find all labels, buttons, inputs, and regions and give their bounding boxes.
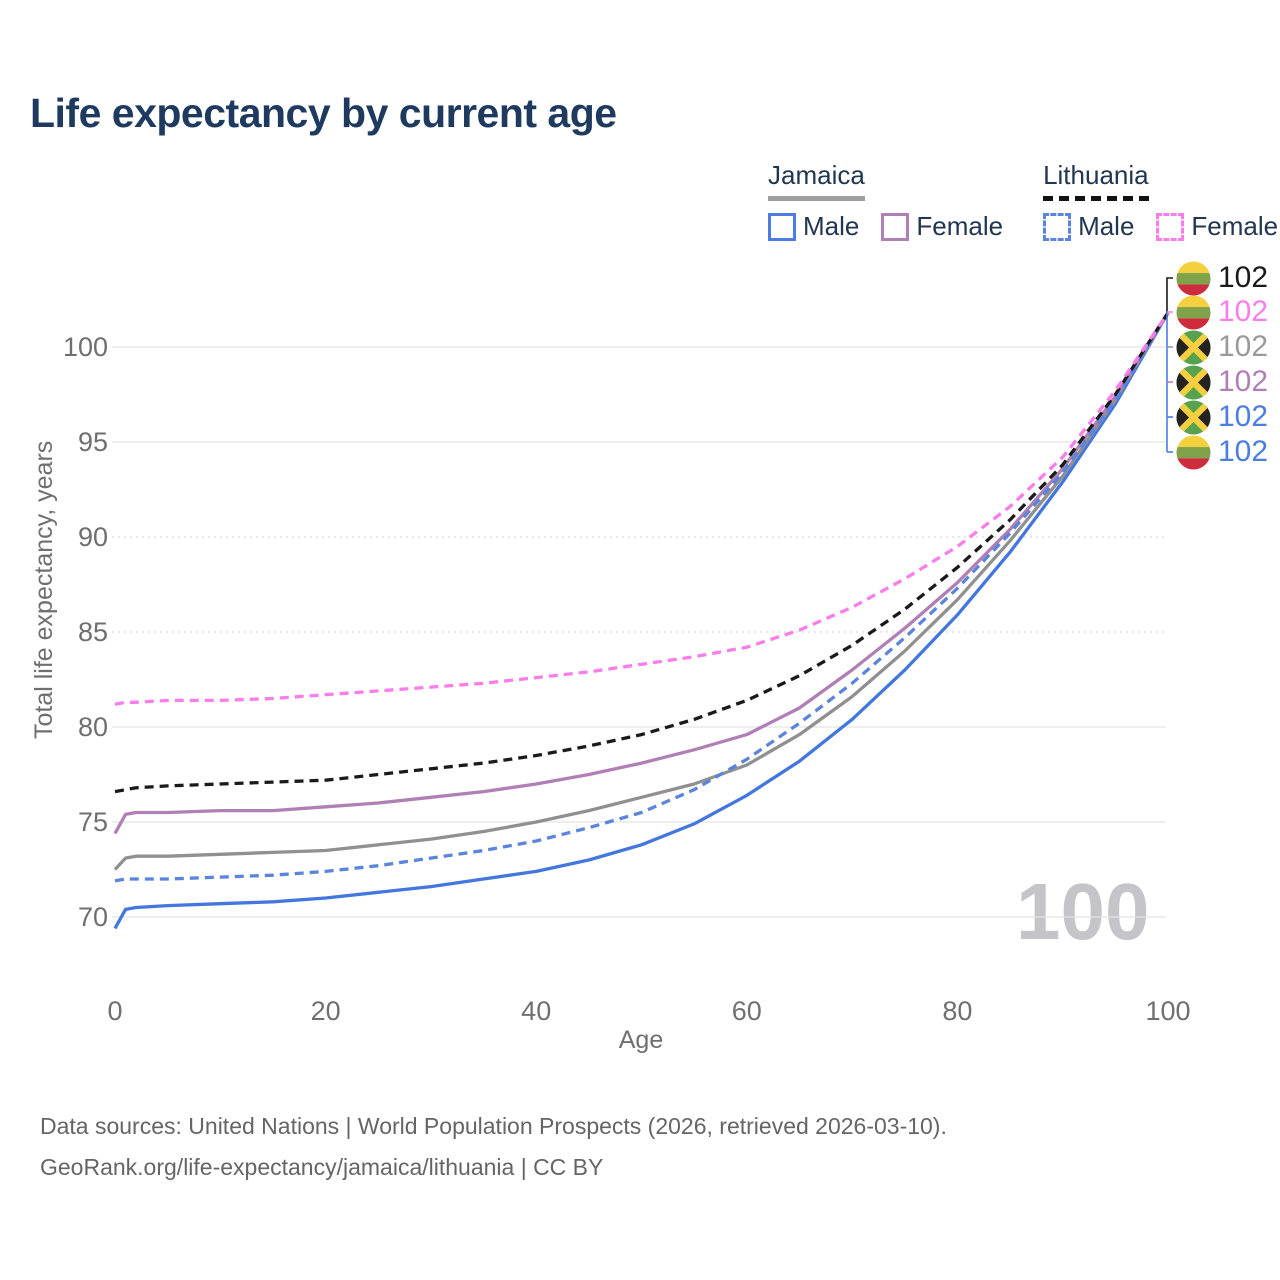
footer: Data sources: United Nations | World Pop… xyxy=(40,1106,947,1188)
legend-item-lithuania-male[interactable]: Male xyxy=(1043,211,1134,242)
legend-item-label: Male xyxy=(1078,211,1135,241)
y-tick-label-100: 100 xyxy=(63,332,108,362)
legend-swatch-lithuania-male-icon xyxy=(1043,212,1072,241)
legend-swatch-jamaica-female-icon xyxy=(881,212,910,241)
line-jamaica-male xyxy=(113,311,1170,930)
end-label-connector-top xyxy=(1166,277,1173,313)
legend-item-label: Male xyxy=(803,211,860,241)
footer-data-sources: Data sources: United Nations | World Pop… xyxy=(40,1113,947,1139)
page-title: Life expectancy by current age xyxy=(30,90,617,136)
legend-item-lithuania-female[interactable]: Female xyxy=(1156,211,1278,242)
legend-group-jamaica: Jamaica Male Female xyxy=(768,160,1003,242)
x-tick-label-20: 20 xyxy=(311,996,341,1026)
legend-group-title-lithuania[interactable]: Lithuania xyxy=(1043,160,1149,201)
x-tick-label-40: 40 xyxy=(521,996,551,1026)
x-tick-label-0: 0 xyxy=(107,996,122,1026)
legend-items-jamaica: Male Female xyxy=(768,211,1003,242)
y-tick-label-75: 75 xyxy=(78,807,108,837)
legend-group-lithuania: Lithuania Male Female xyxy=(1043,160,1278,242)
legend-swatch-jamaica-male-icon xyxy=(768,212,796,241)
y-tick-label-80: 80 xyxy=(78,712,108,742)
x-axis-title: Age xyxy=(618,1026,664,1054)
y-tick-label-70: 70 xyxy=(78,902,108,932)
y-tick-label-95: 95 xyxy=(78,427,108,457)
x-tick-label-80: 80 xyxy=(942,996,972,1026)
legend-items-lithuania: Male Female xyxy=(1043,211,1278,242)
legend-swatch-lithuania-female-icon xyxy=(1156,212,1185,241)
legend-item-label: Female xyxy=(916,211,1004,241)
x-tick-label-60: 60 xyxy=(732,996,762,1026)
y-tick-label-85: 85 xyxy=(78,617,108,647)
line-jamaica-all xyxy=(113,311,1170,871)
legend-group-title-jamaica[interactable]: Jamaica xyxy=(768,160,865,201)
line-lithuania-female xyxy=(114,311,1170,706)
legend-item-jamaica-male[interactable]: Male xyxy=(768,211,859,242)
watermark-age-value: 100 xyxy=(1016,867,1150,956)
x-tick-label-100: 100 xyxy=(1145,996,1190,1026)
y-tick-label-90: 90 xyxy=(78,522,108,552)
line-lithuania-male xyxy=(114,311,1170,883)
legend-item-jamaica-female[interactable]: Female xyxy=(881,211,1003,242)
line-jamaica-female xyxy=(113,311,1170,835)
legend: Jamaica Male Female Lithuania Male xyxy=(768,160,1278,242)
legend-item-label: Female xyxy=(1191,211,1279,241)
footer-source-link[interactable]: GeoRank.org/life-expectancy/jamaica/lith… xyxy=(40,1154,604,1180)
